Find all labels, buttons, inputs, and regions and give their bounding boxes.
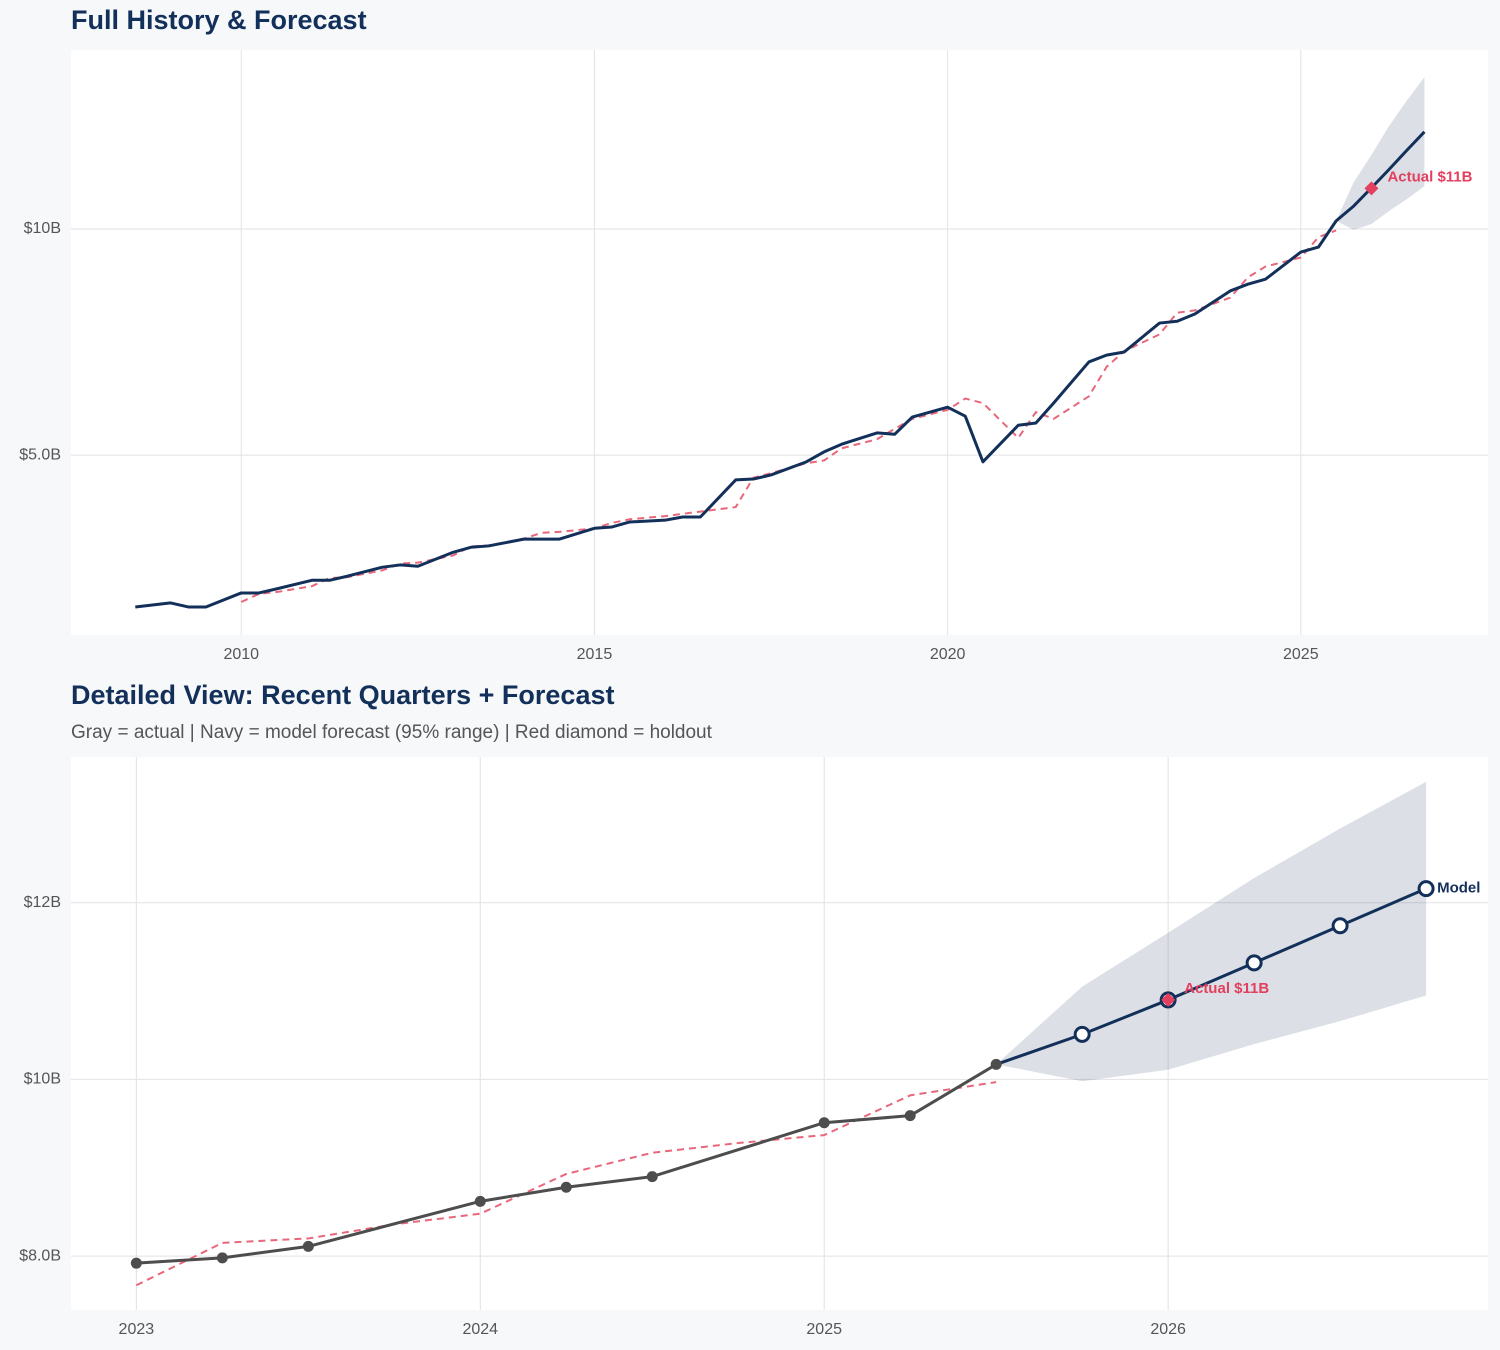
x-tick-label: 2025	[806, 1321, 842, 1338]
point	[1073, 1025, 1091, 1043]
point	[130, 1257, 142, 1269]
forecast-band	[996, 781, 1427, 1082]
point	[646, 1171, 658, 1183]
chart-subtitle: Gray = actual | Navy = model forecast (9…	[71, 722, 713, 743]
chart-title: Full History & Forecast	[71, 5, 367, 35]
plot-area	[71, 757, 1488, 1310]
point	[302, 1240, 314, 1252]
y-tick-label: $10B	[24, 1071, 61, 1088]
point	[818, 1117, 830, 1129]
x-tick-label: 2026	[1150, 1321, 1186, 1338]
fitted-line	[135, 1081, 997, 1287]
point	[990, 1058, 1002, 1070]
holdout-marker	[1161, 992, 1176, 1007]
x-tick-label: 2020	[930, 646, 966, 663]
series-line	[135, 130, 1426, 609]
point	[474, 1195, 486, 1207]
y-tick-label: $12B	[24, 894, 61, 911]
y-tick-label: $10B	[24, 220, 61, 237]
holdout-label: Actual $11B	[1387, 168, 1472, 185]
point	[560, 1181, 572, 1193]
plot-area	[71, 50, 1488, 635]
point	[1245, 954, 1263, 972]
x-tick-label: 2024	[462, 1321, 498, 1338]
y-tick-label: $5.0B	[19, 446, 61, 463]
x-tick-label: 2010	[223, 646, 259, 663]
point	[1331, 917, 1349, 935]
connector	[995, 1032, 1083, 1066]
y-tick-label: $8.0B	[19, 1247, 61, 1264]
point	[904, 1110, 916, 1122]
chart-title: Detailed View: Recent Quarters + Forecas…	[71, 680, 614, 710]
point	[216, 1252, 228, 1264]
forecast-band	[1336, 77, 1425, 230]
holdout-label: Actual $11B	[1184, 980, 1269, 997]
holdout-marker	[1364, 181, 1379, 196]
series-label: Model	[1437, 880, 1480, 897]
x-tick-label: 2015	[577, 646, 613, 663]
point	[1417, 880, 1435, 898]
x-tick-label: 2023	[119, 1321, 155, 1338]
x-tick-label: 2025	[1283, 646, 1319, 663]
